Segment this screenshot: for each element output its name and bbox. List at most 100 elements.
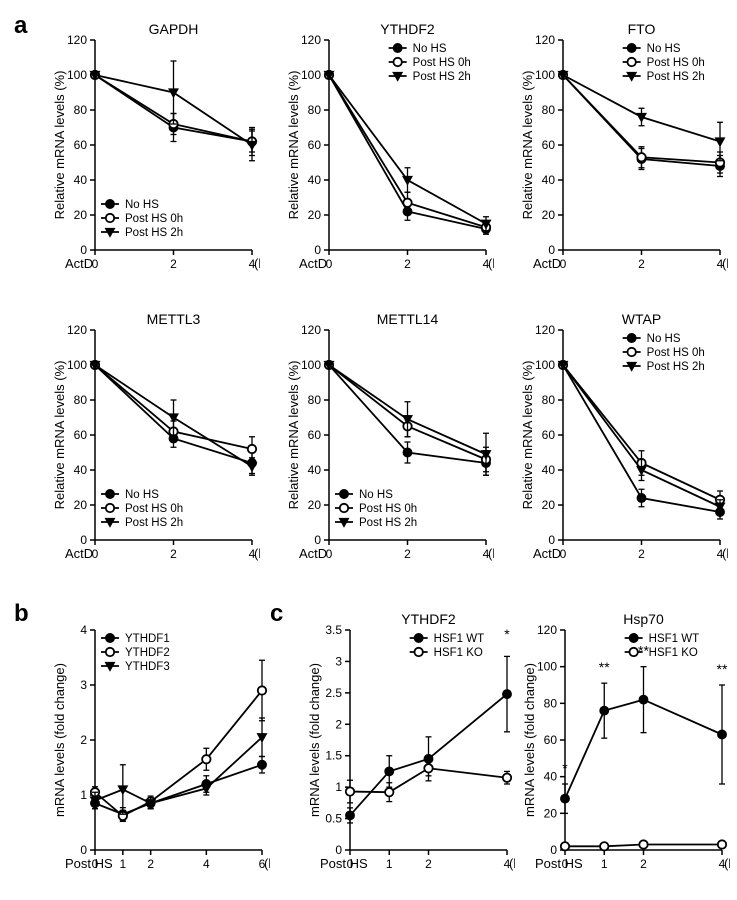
svg-text:1: 1 [386, 857, 393, 871]
svg-text:120: 120 [537, 623, 557, 637]
svg-text:0: 0 [80, 843, 87, 857]
svg-text:(h): (h) [254, 546, 260, 561]
svg-text:Post HS 0h: Post HS 0h [359, 503, 417, 515]
svg-text:100: 100 [67, 68, 87, 82]
svg-text:3: 3 [80, 678, 87, 692]
chart-ythdf2-hsf1: YTHDF200.511.522.533.50124Post HS(h)mRNA… [305, 610, 515, 890]
svg-text:20: 20 [74, 498, 88, 512]
svg-text:100: 100 [67, 358, 87, 372]
svg-text:20: 20 [308, 498, 322, 512]
svg-text:ActD: ActD [299, 546, 327, 561]
svg-text:2: 2 [638, 547, 645, 561]
svg-text:1: 1 [335, 780, 342, 794]
figure: a b c GAPDH020406080100120024ActD(h)Rela… [10, 10, 727, 890]
svg-text:2: 2 [640, 857, 647, 871]
svg-text:0: 0 [550, 843, 557, 857]
svg-text:No HS: No HS [125, 199, 159, 211]
svg-text:**: ** [599, 659, 610, 675]
svg-text:0: 0 [314, 243, 321, 257]
svg-text:120: 120 [67, 323, 87, 337]
svg-text:20: 20 [542, 208, 556, 222]
svg-text:2: 2 [170, 547, 177, 561]
svg-text:Post HS 2h: Post HS 2h [413, 71, 471, 83]
svg-text:Hsp70: Hsp70 [623, 611, 664, 627]
chart-mettl3: METTL3020406080100120024ActD(h)Relative … [50, 310, 260, 580]
svg-text:Post HS 2h: Post HS 2h [647, 361, 705, 373]
svg-text:20: 20 [74, 208, 88, 222]
svg-text:ActD: ActD [533, 546, 561, 561]
svg-text:*: * [504, 626, 510, 642]
svg-text:GAPDH: GAPDH [149, 21, 199, 37]
svg-text:60: 60 [308, 138, 322, 152]
svg-text:80: 80 [308, 393, 322, 407]
svg-text:YTHDF2: YTHDF2 [401, 611, 456, 627]
svg-text:40: 40 [544, 770, 558, 784]
svg-text:HSF1 KO: HSF1 KO [649, 647, 698, 659]
svg-text:40: 40 [308, 463, 322, 477]
svg-text:No HS: No HS [647, 333, 681, 345]
svg-text:(h): (h) [488, 256, 494, 271]
svg-text:HSF1 WT: HSF1 WT [434, 633, 484, 645]
svg-text:Post HS 0h: Post HS 0h [647, 347, 705, 359]
panel-label-c: c [270, 600, 283, 628]
svg-text:Post HS 0h: Post HS 0h [125, 213, 183, 225]
svg-text:No HS: No HS [125, 489, 159, 501]
svg-text:100: 100 [537, 660, 557, 674]
svg-text:YTHDF3: YTHDF3 [125, 661, 170, 673]
panel-label-a: a [14, 12, 27, 40]
svg-text:No HS: No HS [647, 43, 681, 55]
svg-text:Post HS 0h: Post HS 0h [413, 57, 471, 69]
svg-text:40: 40 [308, 173, 322, 187]
svg-text:60: 60 [74, 428, 88, 442]
svg-text:40: 40 [542, 463, 556, 477]
svg-text:3.5: 3.5 [325, 623, 342, 637]
svg-text:80: 80 [542, 103, 556, 117]
svg-text:No HS: No HS [359, 489, 393, 501]
svg-text:60: 60 [542, 428, 556, 442]
svg-text:(h): (h) [488, 546, 494, 561]
svg-text:20: 20 [542, 498, 556, 512]
svg-text:100: 100 [535, 68, 555, 82]
svg-text:YTHDF1: YTHDF1 [125, 633, 170, 645]
svg-text:80: 80 [544, 696, 558, 710]
svg-text:ActD: ActD [65, 546, 93, 561]
svg-text:1.5: 1.5 [325, 749, 342, 763]
svg-text:Relative mRNA levels (%): Relative mRNA levels (%) [286, 361, 301, 510]
svg-text:120: 120 [535, 323, 555, 337]
svg-text:1: 1 [119, 857, 126, 871]
svg-text:Relative mRNA levels (%): Relative mRNA levels (%) [52, 71, 67, 220]
svg-text:ActD: ActD [533, 256, 561, 271]
svg-text:60: 60 [542, 138, 556, 152]
chart-ythdf-timecourse: 0123401246Post HS(h)mRNA levels (fold ch… [50, 610, 270, 890]
svg-text:WTAP: WTAP [622, 311, 661, 327]
svg-text:120: 120 [301, 323, 321, 337]
svg-text:Post HS: Post HS [65, 856, 113, 871]
svg-text:FTO: FTO [628, 21, 656, 37]
svg-text:2: 2 [170, 257, 177, 271]
svg-text:mRNA levels (fold change): mRNA levels (fold change) [522, 663, 537, 817]
svg-text:*: * [562, 760, 568, 776]
svg-text:120: 120 [67, 33, 87, 47]
svg-text:METTL14: METTL14 [377, 311, 439, 327]
svg-text:20: 20 [544, 806, 558, 820]
svg-text:METTL3: METTL3 [147, 311, 201, 327]
svg-text:(h): (h) [722, 256, 728, 271]
svg-text:20: 20 [308, 208, 322, 222]
svg-text:(h): (h) [264, 856, 270, 871]
svg-text:40: 40 [542, 173, 556, 187]
chart-gapdh: GAPDH020406080100120024ActD(h)Relative m… [50, 20, 260, 290]
chart-mettl14: METTL14020406080100120024ActD(h)Relative… [284, 310, 494, 580]
svg-text:ActD: ActD [299, 256, 327, 271]
svg-text:Relative mRNA levels (%): Relative mRNA levels (%) [52, 361, 67, 510]
svg-text:2: 2 [80, 733, 87, 747]
svg-text:mRNA levels (fold change): mRNA levels (fold change) [307, 663, 322, 817]
svg-text:mRNA levels (fold change): mRNA levels (fold change) [52, 663, 67, 817]
svg-text:Post HS 2h: Post HS 2h [125, 517, 183, 529]
svg-text:2: 2 [638, 257, 645, 271]
svg-text:ActD: ActD [65, 256, 93, 271]
panel-label-b: b [14, 600, 29, 628]
svg-text:40: 40 [74, 173, 88, 187]
svg-text:**: ** [717, 661, 728, 677]
svg-text:2: 2 [335, 717, 342, 731]
chart-fto: FTO020406080100120024ActD(h)Relative mRN… [518, 20, 728, 290]
